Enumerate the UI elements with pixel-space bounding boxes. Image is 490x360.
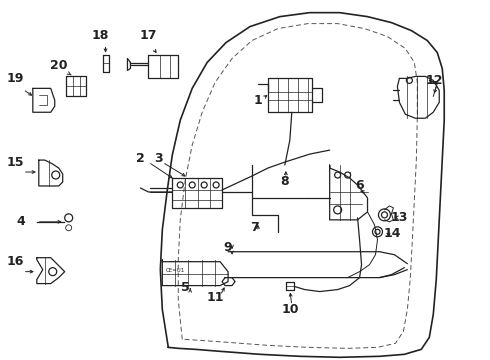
Text: CE=U1: CE=U1 [166, 267, 185, 273]
Text: 7: 7 [250, 221, 259, 234]
Text: 12: 12 [425, 74, 443, 87]
Text: 13: 13 [391, 211, 408, 224]
Text: 5: 5 [181, 281, 190, 294]
Text: 19: 19 [6, 72, 24, 85]
Text: 8: 8 [281, 175, 289, 189]
Text: 14: 14 [384, 227, 401, 240]
Text: 9: 9 [224, 241, 232, 254]
Text: 16: 16 [6, 255, 24, 268]
Text: 2: 2 [136, 152, 145, 165]
Text: 4: 4 [17, 215, 25, 228]
Text: 20: 20 [50, 59, 68, 72]
Text: 15: 15 [6, 156, 24, 168]
Text: 17: 17 [140, 29, 157, 42]
Text: 18: 18 [92, 29, 109, 42]
Text: 6: 6 [355, 180, 364, 193]
Text: 10: 10 [281, 303, 298, 316]
Text: 3: 3 [154, 152, 163, 165]
Text: 1: 1 [253, 94, 262, 107]
Text: 11: 11 [206, 291, 224, 304]
